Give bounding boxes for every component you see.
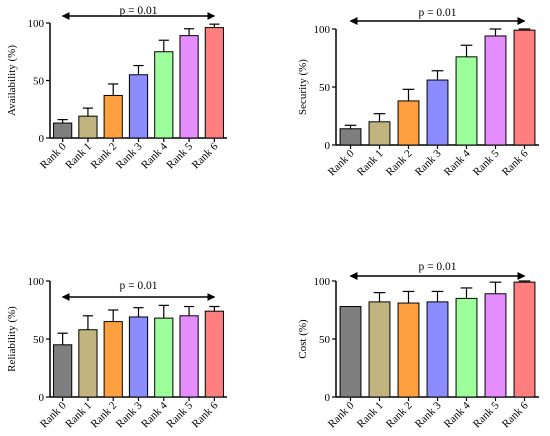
y-tick-label: 0 (325, 140, 331, 152)
bar (484, 35, 507, 146)
bar (204, 27, 224, 139)
x-tick-label: Rank 3 (413, 147, 444, 178)
x-tick-label: Rank 2 (384, 148, 415, 179)
x-tick-label: Rank 5 (164, 399, 195, 430)
bar (53, 344, 73, 398)
x-tick-label: Rank 3 (114, 140, 145, 171)
bar (426, 301, 449, 398)
significance-label: p = 0.01 (119, 280, 157, 292)
y-tick-label: 100 (28, 18, 45, 30)
x-tick-label: Rank 0 (326, 147, 357, 178)
y-tick-label: 50 (319, 334, 331, 346)
y-tick-label: 50 (319, 82, 331, 94)
x-tick-label: Rank 4 (442, 399, 473, 430)
significance-label: p = 0.01 (119, 5, 157, 17)
bar (339, 128, 362, 146)
y-axis-label: Availability (%) (6, 45, 18, 116)
bar (204, 310, 224, 398)
y-axis-label: Reliability (%) (6, 306, 18, 372)
x-tick-label: Rank 4 (139, 140, 170, 171)
x-tick-label: Rank 6 (500, 147, 531, 178)
bar (368, 121, 391, 146)
x-tick-label: Rank 4 (442, 147, 473, 178)
y-tick-label: 100 (28, 276, 45, 288)
bar (455, 297, 478, 398)
x-tick-label: Rank 0 (326, 399, 357, 430)
bar (397, 100, 420, 146)
bar (455, 56, 478, 146)
bar (179, 315, 199, 398)
bar (513, 281, 536, 398)
bar (103, 94, 123, 139)
y-tick-label: 100 (314, 276, 331, 288)
bar (78, 329, 98, 398)
y-axis-label: Cost (%) (297, 319, 309, 359)
y-tick-label: 0 (39, 392, 45, 404)
x-tick-label: Rank 5 (471, 399, 502, 430)
x-tick-label: Rank 1 (63, 141, 94, 172)
bar (368, 301, 391, 398)
x-tick-label: Rank 2 (89, 400, 120, 431)
bar (128, 316, 149, 398)
x-tick-label: Rank 2 (384, 400, 415, 431)
y-tick-label: 0 (325, 392, 331, 404)
x-tick-label: Rank 5 (471, 147, 502, 178)
x-tick-label: Rank 6 (190, 399, 221, 430)
bar (78, 115, 98, 139)
significance-label: p = 0.01 (418, 7, 456, 19)
bar (426, 79, 449, 146)
bar (513, 29, 536, 146)
x-tick-label: Rank 1 (355, 148, 386, 179)
significance-label: p = 0.01 (418, 261, 456, 273)
x-tick-label: Rank 1 (355, 400, 386, 431)
x-tick-label: Rank 3 (413, 399, 444, 430)
y-tick-label: 0 (39, 133, 45, 145)
bar (179, 35, 199, 139)
y-tick-label: 50 (33, 334, 45, 346)
bar (103, 321, 123, 398)
bar (154, 51, 174, 139)
x-tick-label: Rank 3 (114, 399, 145, 430)
y-tick-label: 50 (33, 76, 45, 88)
bar (484, 293, 507, 398)
x-tick-label: Rank 1 (63, 400, 94, 431)
bar (53, 122, 73, 139)
bar (339, 306, 362, 398)
bar (128, 74, 149, 139)
x-tick-label: Rank 4 (139, 399, 170, 430)
bar (154, 317, 174, 398)
y-tick-label: 100 (314, 24, 331, 36)
x-tick-label: Rank 6 (190, 140, 221, 171)
x-tick-label: Rank 2 (89, 141, 120, 172)
x-tick-label: Rank 5 (164, 140, 195, 171)
x-tick-label: Rank 6 (500, 399, 531, 430)
bar (397, 302, 420, 398)
y-axis-label: Security (%) (297, 59, 309, 115)
